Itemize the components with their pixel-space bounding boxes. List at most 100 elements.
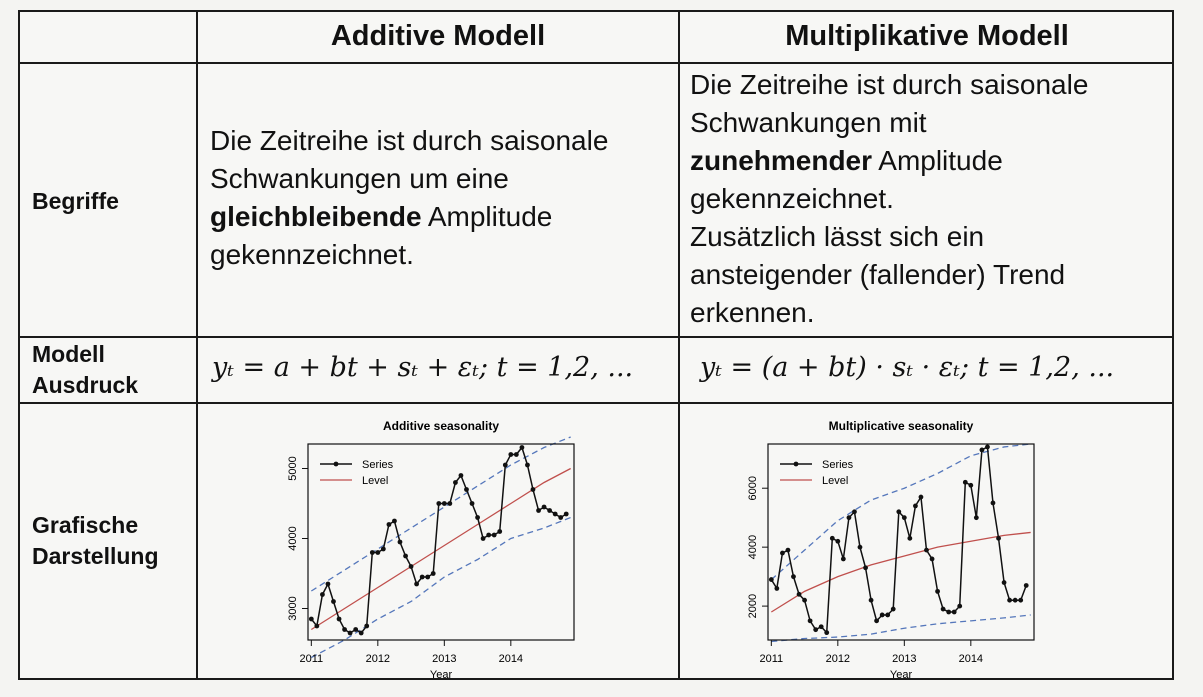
series-point <box>857 544 863 550</box>
series-point <box>502 462 508 468</box>
series-point <box>824 630 830 636</box>
series-point <box>308 616 314 622</box>
series-point <box>475 515 480 520</box>
y-tick-label: 4000 <box>287 526 299 550</box>
additive-desc-line3-rest: Amplitude <box>421 201 553 232</box>
series-point <box>924 547 929 553</box>
series-point <box>774 586 780 591</box>
multiplicative-seasonality-chart: Multiplicative seasonality 2011 2012 2013 20… <box>747 419 1035 678</box>
series-point <box>768 577 774 582</box>
chart-title: Additive seasonality <box>383 419 499 433</box>
row-label-grafisch-line2: Darstellung <box>32 543 159 569</box>
additive-desc-line1: Die Zeitreihe ist durch saisonale <box>210 125 609 156</box>
x-tick-label: 2012 <box>366 653 390 665</box>
series-line <box>770 445 1027 635</box>
additive-desc-line2: Schwankungen um eine <box>210 163 509 194</box>
series-point <box>935 588 940 594</box>
chart-title: Multiplicative seasonality <box>829 419 974 433</box>
series-point <box>441 501 447 506</box>
x-tick-label: 2011 <box>759 653 783 665</box>
series-point <box>513 452 519 457</box>
series-point <box>918 494 924 500</box>
series-point <box>968 482 974 488</box>
mult-desc-emphasis: zunehmender <box>690 145 873 176</box>
mult-desc-line1: Die Zeitreihe ist durch saisonale <box>690 69 1089 100</box>
formula-additive: yₜ = a + bt + sₜ + εₜ; t = 1,2, ... <box>212 352 634 383</box>
legend-level-label: Level <box>362 475 388 487</box>
additive-desc-line4: gekennzeichnet. <box>210 239 414 270</box>
series-point <box>408 564 414 569</box>
legend-series-point <box>333 461 339 467</box>
x-tick-label: 2014 <box>959 653 983 665</box>
series-point <box>541 504 547 510</box>
series-point <box>907 535 913 541</box>
header-additive: Additive Modell <box>330 20 546 52</box>
series-point <box>807 618 813 624</box>
mult-desc-line4: gekennzeichnet. <box>690 183 894 214</box>
y-tick-label: 2000 <box>747 594 759 618</box>
row-label-grafisch-line1: Grafische <box>32 512 139 538</box>
series-point <box>314 623 320 629</box>
series-point <box>563 511 569 517</box>
series-point <box>879 612 885 618</box>
series-point <box>840 556 846 562</box>
legend-series-label: Series <box>822 459 854 471</box>
series-point <box>929 556 935 562</box>
series-point <box>453 480 458 485</box>
series-point <box>519 445 525 450</box>
series-point <box>486 532 492 538</box>
series-point <box>1007 597 1012 603</box>
series-point <box>802 597 807 603</box>
series-point <box>951 609 957 615</box>
header-multiplicative: Multiplikative Modell <box>785 20 1069 52</box>
row-divider-2 <box>20 336 1172 338</box>
series-point <box>525 462 530 468</box>
mult-desc-line6: ansteigender (fallender) Trend <box>690 259 1066 290</box>
series-point <box>380 546 386 552</box>
x-tick-label: 2014 <box>499 653 523 665</box>
x-tick-label: 2012 <box>826 653 850 665</box>
mult-desc-line2: Schwankungen mit <box>690 107 927 138</box>
x-tick-label: 2013 <box>432 653 456 665</box>
series-point <box>946 609 952 615</box>
series-point <box>491 532 497 538</box>
additive-description: Die Zeitreihe ist durch saisonale Schwan… <box>210 122 674 274</box>
series-point <box>458 473 464 478</box>
series-point <box>835 538 841 544</box>
series-point <box>347 630 353 636</box>
row-label-modell: Modell Ausdruck <box>22 339 192 401</box>
series-point <box>375 550 381 555</box>
series-point <box>885 612 891 618</box>
level-line <box>770 531 1031 613</box>
series-point <box>829 535 835 541</box>
series-point <box>353 627 359 632</box>
additive-desc-emphasis: gleichbleibende <box>210 201 422 232</box>
mult-desc-line3: zunehmender Amplitude <box>690 142 1170 180</box>
series-point <box>1018 597 1024 603</box>
row-label-modell-line1: Modell <box>32 341 105 367</box>
series-point <box>530 487 536 492</box>
series-point <box>1012 597 1018 603</box>
series-point <box>419 574 425 580</box>
series-point <box>469 501 475 506</box>
series-point <box>1001 580 1007 585</box>
series-point <box>780 550 785 556</box>
series-point <box>342 627 347 632</box>
additive-desc-line3: gleichbleibende Amplitude <box>210 198 674 236</box>
series-point <box>414 581 419 587</box>
level-line <box>310 467 571 631</box>
series-point <box>818 624 824 630</box>
series-point <box>1023 583 1029 588</box>
series-point <box>336 616 342 622</box>
series-point <box>480 536 486 541</box>
series-point <box>320 592 325 597</box>
series-point <box>358 630 364 636</box>
series-point <box>813 627 819 633</box>
row-label-grafisch: Grafische Darstellung <box>22 510 192 572</box>
row-divider-3 <box>20 402 1172 404</box>
mult-desc-line3-rest: Amplitude <box>872 145 1003 176</box>
mult-desc-line5: Zusätzlich lässt sich ein <box>690 221 985 252</box>
series-point <box>436 501 442 506</box>
series-point <box>447 501 453 506</box>
series-point <box>403 553 408 559</box>
